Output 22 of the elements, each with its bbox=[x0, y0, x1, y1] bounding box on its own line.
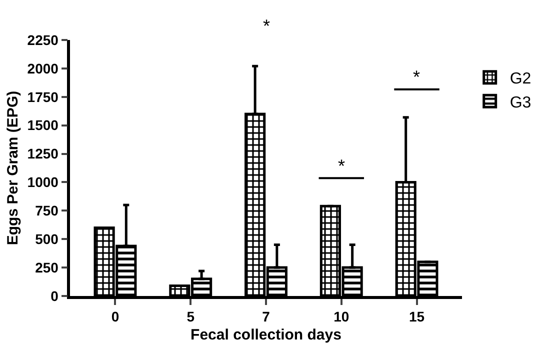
y-tick-label: 750 bbox=[35, 202, 59, 219]
annotation: * bbox=[338, 156, 346, 176]
x-tick-label: 10 bbox=[334, 308, 350, 325]
annotation: * bbox=[413, 67, 420, 87]
y-tick-label: 1000 bbox=[27, 174, 59, 190]
y-tick-label: 1750 bbox=[27, 88, 59, 105]
y-tick-label: 500 bbox=[35, 231, 59, 248]
text: G3 bbox=[510, 94, 532, 112]
x-tick-label: 7 bbox=[262, 308, 270, 325]
text: G2 bbox=[510, 70, 532, 88]
y-tick-label: 0 bbox=[50, 288, 59, 304]
y-tick-label: 250 bbox=[35, 259, 59, 276]
x-axis-title: Fecal collection days bbox=[190, 326, 342, 344]
x-tick-label: 0 bbox=[111, 308, 120, 325]
text: * bbox=[263, 16, 270, 36]
y-tick-label: 2250 bbox=[27, 32, 59, 48]
x-tick-label: 15 bbox=[408, 308, 425, 325]
y-tick-label: 1250 bbox=[27, 146, 59, 162]
y-tick-label: 1500 bbox=[27, 117, 59, 134]
x-tick-label: 5 bbox=[186, 308, 195, 325]
y-tick-label: 2000 bbox=[27, 60, 59, 76]
y-axis-title: Eggs Per Gram (EPG) bbox=[4, 90, 22, 246]
